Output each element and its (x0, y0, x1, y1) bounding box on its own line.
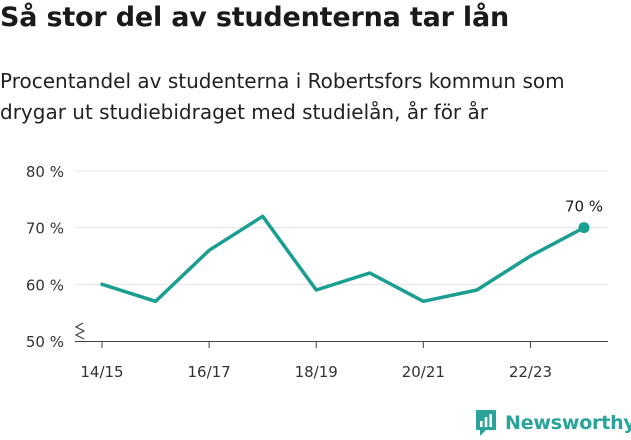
series-line (100, 214, 586, 304)
y-tick-label: 60 % (26, 276, 64, 294)
newsworthy-logo-icon (476, 410, 496, 436)
axis-break-icon (74, 322, 86, 340)
x-tick-label: 16/17 (187, 363, 230, 381)
line-chart: 50 % 60 % 70 % 80 % 14/15 16/17 18/19 20/21 22/… (26, 163, 608, 381)
y-tick-label: 70 % (26, 220, 64, 238)
x-tick-label: 22/23 (509, 363, 552, 381)
y-tick-label: 50 % (26, 333, 64, 351)
y-axis: 50 % 60 % 70 % 80 % (26, 163, 86, 351)
y-tick-label: 80 % (26, 163, 64, 181)
x-axis: 14/15 16/17 18/19 20/21 22/23 (75, 341, 608, 381)
newsworthy-logo: Newsworthy (474, 406, 631, 440)
x-tick-label: 20/21 (402, 363, 445, 381)
last-point-marker (578, 222, 590, 234)
series-group: 70 % (100, 198, 603, 304)
x-tick-label: 14/15 (80, 363, 123, 381)
chart-title: Så stor del av studenterna tar lån (0, 2, 509, 33)
brand-name: Newsworthy (505, 412, 631, 434)
x-tick-label: 18/19 (295, 363, 338, 381)
gridlines (75, 170, 608, 285)
last-point-label: 70 % (565, 198, 603, 216)
chart-subtitle: Procentandel av studenterna i Robertsfor… (0, 69, 565, 124)
